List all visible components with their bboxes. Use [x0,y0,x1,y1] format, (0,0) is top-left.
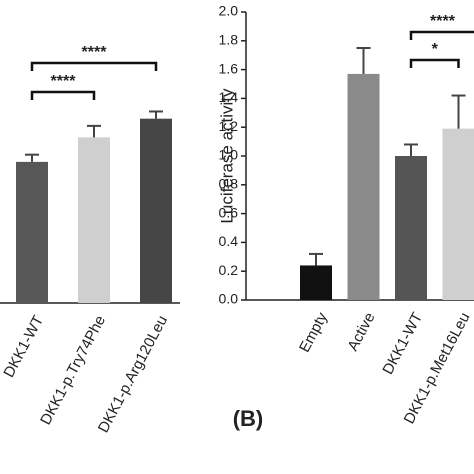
bar [442,128,474,300]
x-tick-label: DKK1-p.Arg120Leu [95,313,171,436]
significance-label: * [432,41,439,58]
bar [16,161,48,303]
y-tick-label: 0.2 [219,262,239,278]
y-tick-label: 1.6 [219,60,239,76]
significance-bracket [409,30,474,40]
significance-label: **** [82,44,108,61]
x-tick-label: DKK1-WT [379,310,426,378]
y-tick-label: 2.0 [219,3,239,19]
y-tick-label: 0.8 [219,176,239,192]
panel-label: (B) [233,406,264,431]
x-tick-label: DKK1-p.Try74Phe [37,313,109,428]
y-tick-label: 1.8 [219,32,239,48]
bar [347,73,380,300]
bar [395,156,427,300]
significance-bracket [30,90,96,100]
y-tick-label: 0.6 [219,204,239,220]
y-tick-label: 0.0 [219,291,239,307]
significance-bracket [409,58,460,68]
significance-label: **** [430,13,456,30]
y-axis-label: Luciferase activity [217,88,236,224]
y-tick-label: 1.2 [219,118,239,134]
y-tick-label: 0.4 [219,233,239,249]
x-tick-label: Empty [296,309,331,355]
y-tick-label: 1.0 [219,147,239,163]
bar [300,265,332,300]
x-tick-label: Active [344,310,378,354]
y-tick-label: 1.4 [219,89,239,105]
bar [78,137,110,303]
significance-bracket [30,61,158,71]
significance-label: **** [51,73,77,90]
bar [140,118,172,304]
x-tick-label: DKK1-WT [0,313,47,381]
